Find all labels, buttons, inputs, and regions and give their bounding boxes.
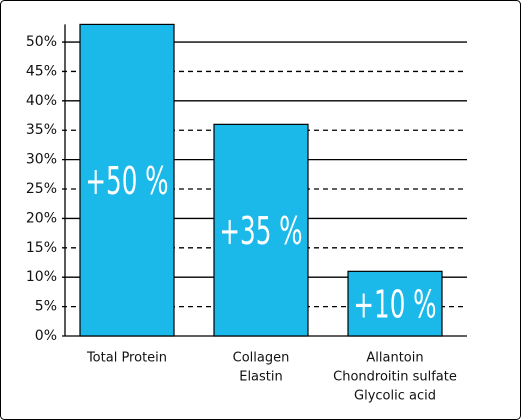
bar xyxy=(347,270,443,337)
y-tick-label: 25% xyxy=(26,181,57,197)
y-tick-label: 0% xyxy=(35,328,57,344)
x-tick-label: Total Protein xyxy=(86,351,167,366)
x-tick-label: Collagen xyxy=(233,351,290,366)
annotation: +50 % xyxy=(85,159,168,204)
y-tick-label: 5% xyxy=(35,299,57,315)
x-tick-label: Glycolic acid xyxy=(354,389,436,404)
annotation: +10 % xyxy=(353,282,436,327)
y-tick-label: 40% xyxy=(26,93,57,109)
x-tick-label: Allantoin xyxy=(366,351,423,366)
y-tick-label: 35% xyxy=(26,122,57,138)
y-tick-label: 20% xyxy=(26,210,57,226)
x-tick-label: Elastin xyxy=(239,370,283,385)
bar xyxy=(213,123,309,337)
y-tick-label: 30% xyxy=(26,152,57,168)
y-tick-label: 50% xyxy=(26,34,57,50)
y-tick-label: 45% xyxy=(26,63,57,79)
y-tick-label: 15% xyxy=(26,240,57,256)
y-tick-label: 10% xyxy=(26,269,57,285)
x-tick-label: Chondroitin sulfate xyxy=(333,370,457,385)
annotation: +35 % xyxy=(219,208,302,253)
bar xyxy=(79,23,175,337)
